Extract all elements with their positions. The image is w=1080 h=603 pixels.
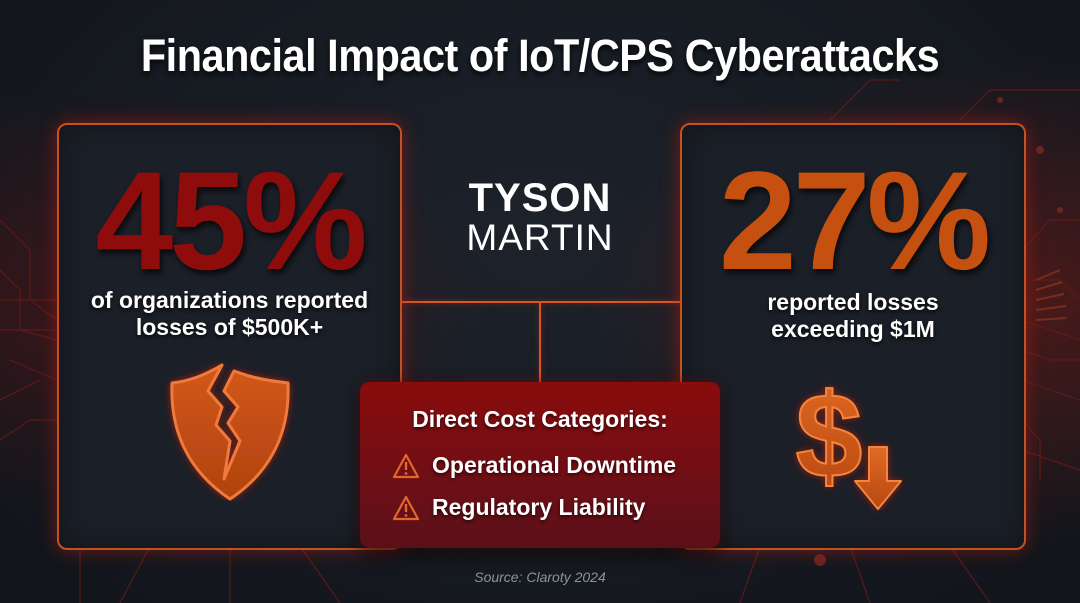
caption-line-2: losses of $500K+ (135, 314, 324, 340)
caption-line-2: exceeding $1M (771, 316, 935, 342)
broken-shield-icon (169, 363, 290, 501)
svg-text:$: $ (796, 377, 863, 503)
cost-item-label: Operational Downtime (432, 452, 677, 478)
cost-item-label: Regulatory Liability (432, 494, 646, 520)
dollar-down-arrow-icon: $ (795, 377, 902, 510)
warning-icon (392, 495, 420, 520)
logo-line-2: MARTIN (466, 217, 614, 258)
stat-caption-right: reported losses exceeding $1M (682, 289, 1024, 343)
cost-item-regulatory-liability: Regulatory Liability (392, 494, 645, 521)
warning-icon (392, 453, 420, 478)
brand-logo: TYSON MARTIN (440, 178, 640, 258)
logo-line-1: TYSON (468, 176, 612, 220)
stat-value-45: 45% (95, 142, 367, 299)
stat-caption-left: of organizations reported losses of $500… (59, 287, 400, 341)
stat-value-27: 27% (718, 142, 991, 299)
cost-box-title: Direct Cost Categories: (412, 406, 668, 432)
direct-cost-categories-box: Direct Cost Categories: Operational Down… (360, 382, 720, 548)
connector-vertical (539, 302, 541, 384)
stat-panel-left: 45% of organizations reported losses of … (57, 123, 402, 550)
caption-line-1: of organizations reported (90, 287, 369, 313)
cost-item-operational-downtime: Operational Downtime (392, 452, 676, 479)
page-title: Financial Impact of IoT/CPS Cyberattacks (140, 30, 940, 81)
stat-panel-right: 27% reported losses exceeding $1M $ (680, 123, 1026, 550)
caption-line-1: reported losses (767, 289, 939, 315)
source-citation: Source: Claroty 2024 (474, 569, 606, 585)
